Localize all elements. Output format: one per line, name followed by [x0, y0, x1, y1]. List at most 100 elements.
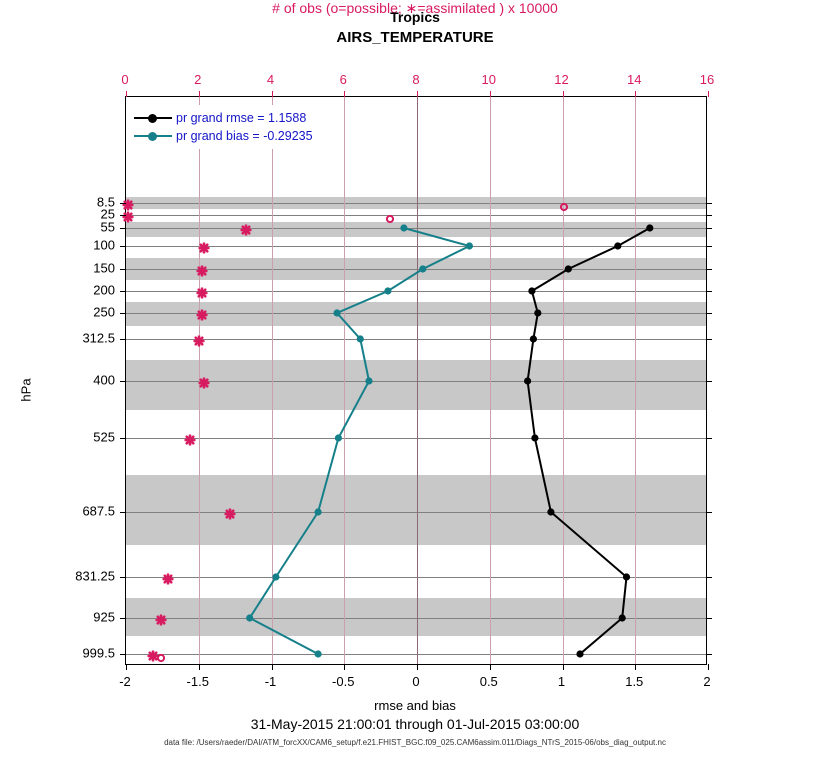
x-tick [126, 664, 127, 670]
x-gridline [344, 97, 346, 664]
y-tick [120, 291, 126, 292]
x-gridline [562, 97, 564, 664]
assimilated-obs-marker [192, 334, 205, 347]
series-line [526, 227, 651, 655]
series-point [529, 335, 537, 343]
y-tick-label: 999.5 [82, 645, 115, 661]
y-tick [120, 512, 126, 513]
possible-obs-marker [156, 650, 165, 663]
y-tick [120, 618, 126, 619]
x-top-tick [489, 91, 491, 97]
level-gridline [126, 269, 706, 270]
x-tick [198, 664, 200, 670]
series-point [314, 650, 322, 658]
x-top-tick-label: 14 [627, 72, 642, 87]
series-point [400, 224, 408, 232]
assimilated-obs-marker [198, 376, 211, 389]
y-tick-right [706, 381, 712, 382]
y-tick-label: 55 [100, 219, 115, 235]
x-gridline [271, 97, 273, 664]
series-point [547, 508, 555, 516]
y-tick [120, 577, 126, 578]
x-tick [271, 664, 273, 670]
series-point [356, 335, 364, 343]
assimilated-obs-marker [198, 241, 211, 254]
assimilated-obs-marker [196, 264, 209, 277]
x-top-tick-label: 12 [554, 72, 569, 87]
y-tick-label: 250 [93, 304, 115, 320]
assimilated-obs-marker [147, 649, 160, 662]
series-point [334, 434, 342, 442]
y-tick [120, 438, 126, 439]
data-file-caption: data file: /Users/raeder/DAI/ATM_forcXX/… [164, 738, 666, 747]
series-point [384, 287, 392, 295]
x-tick [708, 664, 709, 670]
level-band [126, 302, 706, 326]
x-top-tick [708, 91, 709, 97]
assimilated-obs-marker [196, 308, 209, 321]
x-gridline [489, 97, 491, 664]
x-gridline [198, 97, 200, 664]
legend-label-rmse: pr grand rmse = 1.1588 [176, 111, 307, 125]
legend: pr grand rmse = 1.1588 pr grand bias = -… [130, 105, 319, 149]
legend-swatch-rmse [134, 112, 172, 124]
x-top-tick [635, 91, 637, 97]
x-tick-label: 2 [703, 674, 711, 689]
assimilated-obs-marker [154, 613, 167, 626]
y-tick-right [706, 228, 712, 229]
series-point [524, 377, 532, 385]
level-gridline [126, 228, 706, 229]
possible-obs-marker [385, 211, 394, 224]
level-gridline [126, 381, 706, 382]
series-point [531, 434, 539, 442]
y-tick-right [706, 438, 712, 439]
level-band [126, 475, 706, 545]
series-line [248, 227, 473, 655]
y-tick-label: 150 [93, 260, 115, 276]
series-point [246, 614, 254, 622]
level-gridline [126, 339, 706, 340]
series-point [618, 614, 626, 622]
level-gridline [126, 618, 706, 619]
assimilated-obs-marker [183, 433, 196, 446]
y-tick-right [706, 654, 712, 655]
y-tick-right [706, 618, 712, 619]
x-top-tick [126, 91, 127, 97]
level-gridline [126, 577, 706, 578]
y-tick-label: 831.25 [75, 568, 115, 584]
series-point [576, 650, 584, 658]
series-point [465, 242, 473, 250]
x-top-tick [198, 91, 200, 97]
y-tick-right [706, 246, 712, 247]
y-tick-right [706, 577, 712, 578]
y-tick [120, 339, 126, 340]
y-tick-label: 100 [93, 237, 115, 253]
y-tick-right [706, 215, 712, 216]
series-point [564, 265, 572, 273]
y-tick-right [706, 291, 712, 292]
level-band [126, 360, 706, 410]
x-tick-label: 1.5 [625, 674, 644, 689]
x-tick [635, 664, 637, 670]
level-gridline [126, 512, 706, 513]
assimilated-obs-marker [223, 507, 236, 520]
series-point [534, 309, 542, 317]
x-tick [417, 664, 418, 670]
x-top-tick [417, 91, 418, 97]
legend-row-bias: pr grand bias = -0.29235 [134, 127, 313, 145]
level-band [126, 221, 706, 237]
series-point [646, 224, 654, 232]
series-point [622, 573, 631, 581]
series-point [365, 377, 373, 385]
possible-obs-marker [560, 199, 569, 212]
x-top-tick-label: 10 [481, 72, 496, 87]
x-top-tick-label: 2 [194, 72, 202, 87]
plot-area [120, 91, 712, 670]
x-top-tick-label: 8 [412, 72, 420, 87]
y-tick-label: 200 [93, 282, 115, 298]
x-gridline [635, 97, 637, 664]
y-tick-label: 312.5 [82, 330, 115, 346]
x-axis-label: rmse and bias [374, 698, 456, 713]
x-top-tick [344, 91, 346, 97]
